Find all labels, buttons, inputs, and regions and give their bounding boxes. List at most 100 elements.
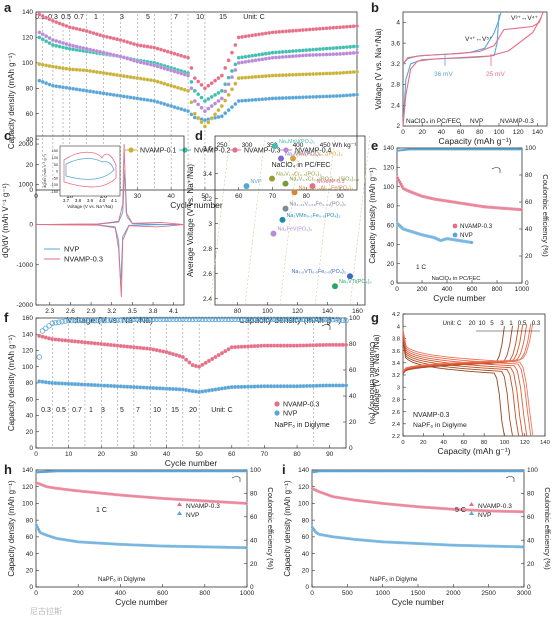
data-point-NVAMP-0.2: [233, 62, 238, 67]
data-point-NVAMP-0.4: [37, 30, 42, 35]
ce-point: [212, 316, 219, 322]
legend-marker: [469, 502, 474, 506]
x-tick-label: 0: [401, 129, 405, 136]
data-point-NVAMP-0.4: [159, 65, 164, 70]
data-point-NVP: [175, 106, 180, 111]
data-point-NVP: [162, 102, 167, 107]
ce-point: [450, 148, 453, 151]
data-point-NVAMP-0.2: [199, 95, 204, 100]
inset-y-tick: -100: [50, 183, 58, 187]
data-point-NVAMP-0.1: [334, 71, 339, 76]
data-point-NVAMP-0.3: [233, 43, 238, 48]
ce-point: [49, 320, 56, 326]
data-point-NVP: [219, 114, 224, 119]
material-label: Na₄MnV(PO₄)₃: [279, 139, 315, 145]
data-point-NVAMP-0.4: [351, 50, 356, 55]
rate-label: 0.7: [72, 407, 82, 414]
x-tick-label: 20: [420, 440, 426, 446]
data-point-NVP: [67, 86, 72, 91]
ce-point: [118, 317, 124, 323]
data-point-NVAMP-0.2: [64, 46, 69, 51]
ce-point: [513, 148, 516, 151]
data-point-NVAMP-0.4: [152, 63, 157, 68]
y-tick-label: 3: [397, 385, 400, 391]
y-tick-label: 0: [29, 584, 33, 591]
data-point-NVP: [290, 95, 295, 100]
x-tick-label: 80: [476, 129, 484, 136]
data-point-NVAMP-0.4: [182, 72, 187, 77]
ce-arrow: [321, 324, 331, 330]
data-point-NVAMP-0.1: [71, 67, 76, 72]
data-point-NVAMP-0.4: [77, 45, 82, 50]
rate-label: 15: [171, 407, 179, 414]
ce-point: [291, 316, 297, 322]
data-point-NVAMP-0.3: [280, 29, 285, 34]
data-point-NVAMP-0.4: [324, 52, 329, 57]
y2-tick-label: 60: [527, 514, 535, 521]
x-tick-label: 90: [336, 193, 344, 200]
rate-label: 7: [136, 407, 140, 414]
legend-label: NVAMP-0.1: [140, 148, 177, 155]
data-point-NVAMP-0.4: [71, 43, 76, 48]
data-point-NVP: [104, 91, 109, 96]
data-point-NVAMP-0.1: [57, 65, 62, 70]
y-tick-label: 120: [22, 35, 33, 42]
y-tick-label: 2.6: [203, 271, 212, 278]
data-point-NVAMP-0.4: [179, 71, 184, 76]
ce-point: [75, 317, 82, 324]
data-point-NVAMP-0.3: [229, 50, 234, 55]
ce-point: [419, 148, 422, 151]
ce-point: [56, 319, 62, 325]
energy-label: 400: [293, 142, 304, 149]
inset-y-tick: 150: [52, 149, 58, 153]
data-point-NVAMP-0.1: [317, 71, 322, 76]
data-point-NVAMP-0.4: [81, 46, 86, 51]
data-point-NVAMP-0.3: [61, 22, 66, 27]
inset-y-label: dQ/dV (mAh V⁻¹ g⁻¹): [43, 154, 47, 188]
y-tick-label: 160: [22, 315, 33, 322]
ce-arrow: [505, 476, 515, 482]
y2-tick-label: 80: [349, 341, 357, 348]
y-tick-label: 100: [383, 184, 394, 191]
data-point-NVAMP-0.4: [202, 109, 207, 114]
data-point-NVAMP-0.1: [270, 73, 275, 78]
data-point-NVAMP-0.3: [187, 360, 192, 365]
x-tick-label: 1000: [375, 590, 390, 597]
rate-label: 5: [146, 14, 150, 21]
data-point-NVAMP-0.3: [521, 510, 525, 514]
panel-label-h: h: [4, 462, 12, 477]
data-point-NVAMP-0.4: [297, 53, 302, 58]
inset-y-tick: 50: [54, 163, 58, 167]
data-point-NVAMP-0.1: [240, 75, 245, 80]
panel-f: 0 10 20 30 40 50 60 70 80 90020406080100120140160…: [7, 315, 377, 468]
data-point-NVAMP-0.3: [338, 25, 343, 30]
y-tick-label: 140: [22, 331, 33, 338]
data-point-NVAMP-0.2: [192, 88, 197, 93]
data-point-NVP: [321, 94, 326, 99]
ce-point: [134, 316, 140, 322]
ce-point: [248, 316, 255, 322]
data-point-NVAMP-0.1: [206, 120, 211, 125]
data-point-NVP: [246, 98, 251, 103]
energy-line: [279, 135, 301, 306]
material-marker: [278, 155, 284, 162]
material-marker: [270, 230, 277, 237]
ce-point: [401, 148, 404, 152]
ce-arrow: [491, 167, 501, 173]
data-point-NVAMP-0.1: [81, 68, 86, 73]
data-point-NVAMP-0.2: [250, 53, 255, 58]
data-point-NVAMP-0.3: [77, 27, 82, 32]
material-label: Na₃V₁.₅Cr₀.₅(PO₄)₂.₈(SiO₄)₀.₂: [290, 177, 360, 183]
ce-point: [121, 316, 127, 323]
data-point-NVAMP-0.1: [142, 77, 147, 82]
ce-point: [408, 148, 411, 151]
data-point-NVAMP-0.4: [314, 52, 319, 57]
ce-point: [287, 316, 294, 322]
x-tick-label: 100: [262, 308, 273, 315]
data-point-NVAMP-0.1: [307, 72, 312, 77]
data-point-NVAMP-0.3: [64, 23, 69, 28]
ce-point: [454, 148, 457, 151]
y-tick-label: 0: [29, 445, 33, 452]
x-axis-label: Capacity (mAh g⁻¹): [438, 446, 511, 456]
ce-point: [173, 316, 180, 322]
